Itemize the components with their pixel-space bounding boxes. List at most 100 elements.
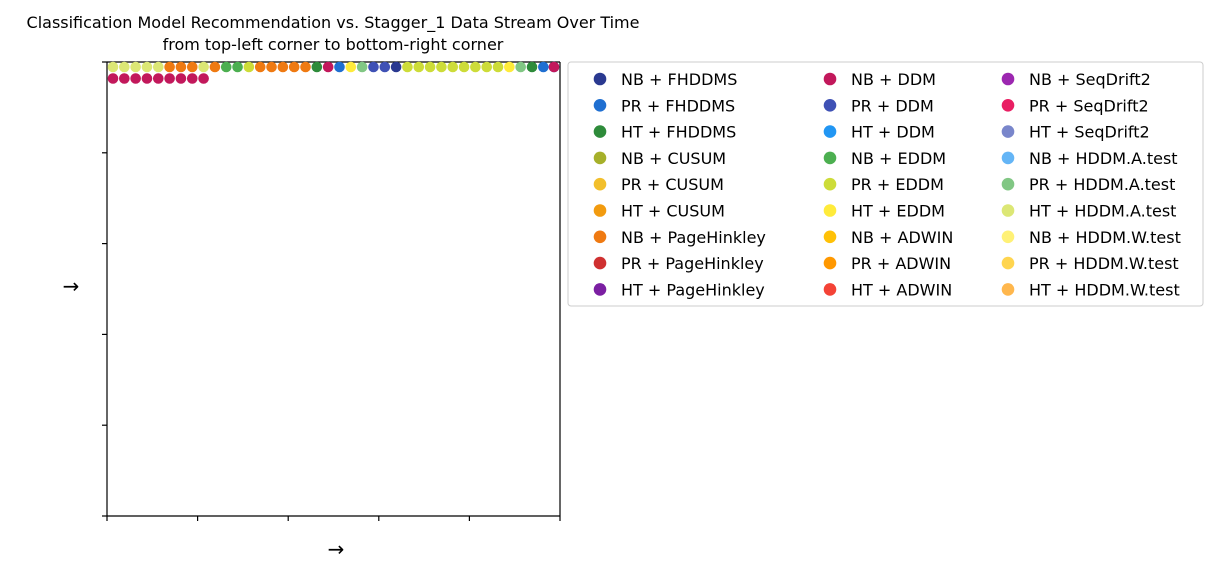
legend-entry: NB + CUSUM — [593, 149, 726, 168]
data-point: NB + DDM — [153, 73, 164, 84]
legend-label: NB + EDDM — [851, 149, 946, 168]
data-point: PR + FHDDMS — [334, 61, 345, 73]
legend-marker — [1001, 72, 1015, 86]
legend-marker — [823, 283, 837, 296]
data-point: PR + FHDDMS — [538, 61, 549, 73]
legend-label: HT + CUSUM — [621, 202, 725, 221]
legend-marker — [593, 99, 607, 112]
data-point: NB + DDM — [119, 73, 130, 84]
legend-entry: NB + HDDM.W.test — [1001, 228, 1181, 247]
legend-label: NB + PageHinkley — [621, 228, 766, 247]
legend-marker — [823, 230, 837, 244]
data-point: PR + EDDM — [402, 61, 413, 73]
legend-label: PR + CUSUM — [621, 175, 724, 194]
legend-label: NB + HDDM.W.test — [1029, 228, 1181, 247]
data-point: NB + PageHinkley — [300, 61, 311, 73]
legend-marker — [1001, 230, 1015, 244]
data-point: NB + DDM — [107, 73, 119, 84]
data-point: NB + PageHinkley — [288, 61, 300, 73]
data-point: PR + EDDM — [243, 61, 255, 73]
data-point: PR + EDDM — [447, 61, 459, 73]
chart-title: Classification Model Recommendation vs. … — [27, 13, 640, 33]
legend-entry: HT + HDDM.A.test — [1001, 202, 1176, 221]
legend-marker — [593, 125, 607, 138]
data-point: NB + DDM — [175, 73, 187, 84]
data-point: NB + DDM — [322, 61, 334, 73]
data-point: NB + DDM — [186, 73, 198, 84]
legend-label: PR + ADWIN — [851, 254, 951, 273]
data-point: PR + EDDM — [424, 61, 436, 73]
legend-label: NB + ADWIN — [851, 228, 953, 247]
legend-marker — [1001, 99, 1015, 112]
legend-entry: PR + SeqDrift2 — [1001, 96, 1149, 115]
legend-marker — [593, 177, 607, 191]
legend-marker — [823, 125, 837, 138]
legend-entry: HT + HDDM.W.test — [1001, 280, 1180, 299]
y-axis-label: → — [63, 274, 80, 298]
legend-entry: PR + EDDM — [823, 175, 944, 194]
legend-label: NB + CUSUM — [621, 149, 726, 168]
legend-entry: NB + ADWIN — [823, 228, 953, 247]
data-point: NB + PageHinkley — [254, 61, 266, 73]
legend-label: HT + FHDDMS — [621, 123, 736, 142]
data-point: PR + EDDM — [458, 61, 470, 73]
data-point: NB + EDDM — [232, 61, 243, 73]
legend-marker — [823, 72, 837, 86]
legend-entry: NB + FHDDMS — [593, 70, 737, 89]
data-point: NB + PageHinkley — [164, 61, 175, 73]
legend-frame — [567, 61, 1204, 307]
legend-label: HT + SeqDrift2 — [1029, 123, 1150, 142]
data-point: NB + DDM — [548, 61, 560, 73]
data-point: HT + HDDM.A.test — [119, 61, 130, 73]
legend-entry: PR + ADWIN — [823, 254, 951, 273]
legend-entry: NB + SeqDrift2 — [1001, 70, 1151, 89]
data-point: PR + EDDM — [492, 61, 504, 73]
legend-label: PR + DDM — [851, 96, 934, 115]
legend-marker — [823, 99, 837, 112]
legend-entry: PR + HDDM.W.test — [1001, 254, 1179, 273]
legend-label: PR + FHDDMS — [621, 96, 735, 115]
data-point: HT + EDDM — [504, 61, 515, 73]
data-point: PR + DDM — [379, 61, 391, 73]
legend-label: NB + DDM — [851, 70, 936, 89]
legend-entry: HT + FHDDMS — [593, 123, 736, 142]
legend-entry: HT + PageHinkley — [593, 280, 765, 299]
legend-label: NB + HDDM.A.test — [1029, 149, 1178, 168]
data-point: NB + PageHinkley — [266, 61, 277, 73]
chart-subtitle: from top-left corner to bottom-right cor… — [163, 35, 504, 54]
data-point: NB + PageHinkley — [277, 61, 289, 73]
legend-label: HT + EDDM — [851, 202, 945, 221]
legend-marker — [1001, 283, 1015, 296]
legend-marker — [1001, 204, 1015, 217]
data-point: PR + EDDM — [481, 61, 493, 73]
legend-label: HT + ADWIN — [851, 280, 952, 299]
legend-items: NB + FHDDMS PR + FHDDMS HT + FHDDMS NB + CU… — [593, 70, 1181, 299]
legend-marker — [593, 151, 607, 165]
legend-entry: PR + CUSUM — [593, 175, 724, 194]
legend-marker — [823, 151, 837, 165]
data-point: HT + HDDM.A.test — [198, 61, 209, 73]
legend-label: PR + SeqDrift2 — [1029, 96, 1149, 115]
data-point: HT + HDDM.A.test — [141, 61, 153, 73]
legend-marker — [1001, 256, 1015, 270]
data-point: HT + EDDM — [345, 61, 357, 73]
x-axis-label: → — [328, 537, 345, 561]
legend-label: HT + PageHinkley — [621, 280, 765, 299]
data-point: PR + HDDM.A.test — [515, 61, 526, 73]
legend-entry: HT + SeqDrift2 — [1001, 123, 1150, 142]
data-point: HT + FHDDMS — [311, 61, 323, 73]
legend-entry: NB + PageHinkley — [593, 228, 766, 247]
legend-marker — [593, 256, 607, 270]
legend: NB + FHDDMS PR + FHDDMS HT + FHDDMS NB + CU… — [567, 61, 1204, 307]
data-point: NB + DDM — [141, 73, 153, 84]
legend-marker — [1001, 177, 1015, 191]
legend-label: NB + FHDDMS — [621, 70, 737, 89]
data-point: NB + DDM — [198, 73, 209, 84]
legend-marker — [823, 177, 837, 191]
data-point: NB + PageHinkley — [209, 61, 221, 73]
legend-entry: NB + DDM — [823, 70, 936, 89]
data-point: NB + EDDM — [220, 61, 232, 73]
data-point: HT + HDDM.A.test — [153, 61, 164, 73]
